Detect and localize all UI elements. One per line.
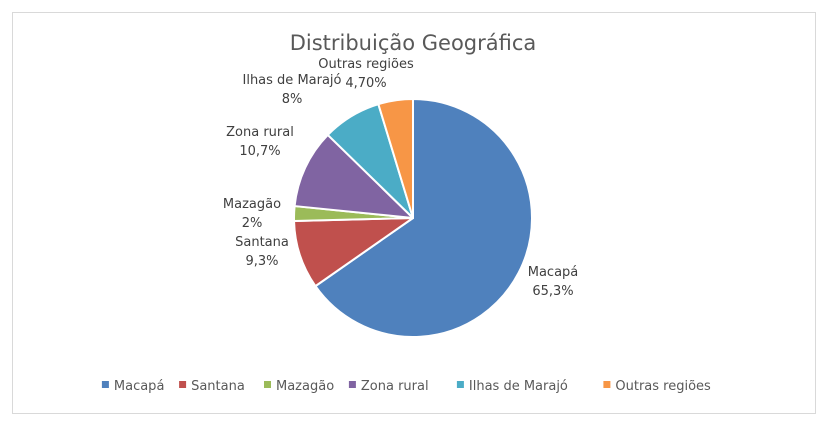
- data-label-zona-rural: Zona rural 10,7%: [226, 125, 294, 159]
- legend: Macapá Santana Mazagão Zona rural Ilhas de M…: [101, 379, 711, 394]
- legend-label-santana: Santana: [191, 379, 245, 394]
- legend-label-mazagao: Mazagão: [276, 379, 334, 394]
- legend-swatch-mazagao: [264, 381, 271, 388]
- pie-slice-outras-regioes[interactable]: [377, 98, 414, 219]
- data-labels: Macapá 65,3% Santana 9,3% Mazagão 2% Zona rura…: [223, 57, 578, 299]
- data-label-santana: Santana 9,3%: [235, 235, 289, 269]
- legend-label-outras-regioes: Outras regiões: [615, 379, 711, 394]
- legend-swatch-outras-regioes: [603, 381, 611, 388]
- data-label-macapa: Macapá 65,3%: [528, 265, 579, 299]
- legend-item-macapa[interactable]: Macapá: [101, 379, 165, 394]
- legend-item-mazagao[interactable]: Mazagão: [264, 379, 334, 394]
- pie-slice-macapa[interactable]: [314, 98, 533, 338]
- pie-slice-zona-rural[interactable]: [293, 133, 414, 219]
- chart-title: Distribuição Geográfica: [290, 31, 537, 55]
- legend-swatch-ilhas-de-marajo: [456, 381, 464, 388]
- legend-item-zona-rural[interactable]: Zona rural: [348, 379, 429, 394]
- data-label-outras-regioes: Outras regiões 4,70%: [318, 57, 414, 91]
- legend-label-ilhas-de-marajo: Ilhas de Marajó: [469, 379, 568, 394]
- legend-item-santana[interactable]: Santana: [179, 379, 245, 394]
- legend-swatch-macapa: [101, 381, 109, 388]
- data-label-ilhas-de-marajo: Ilhas de Marajó 8%: [243, 73, 342, 107]
- legend-item-outras-regioes[interactable]: Outras regiões: [603, 379, 711, 394]
- data-label-mazagao: Mazagão 2%: [223, 197, 281, 231]
- legend-label-zona-rural: Zona rural: [361, 379, 429, 394]
- legend-label-macapa: Macapá: [114, 379, 165, 394]
- legend-swatch-santana: [179, 381, 187, 388]
- legend-swatch-zona-rural: [348, 381, 356, 388]
- legend-item-ilhas-de-marajo[interactable]: Ilhas de Marajó: [456, 379, 568, 394]
- pie-slices: [293, 98, 533, 338]
